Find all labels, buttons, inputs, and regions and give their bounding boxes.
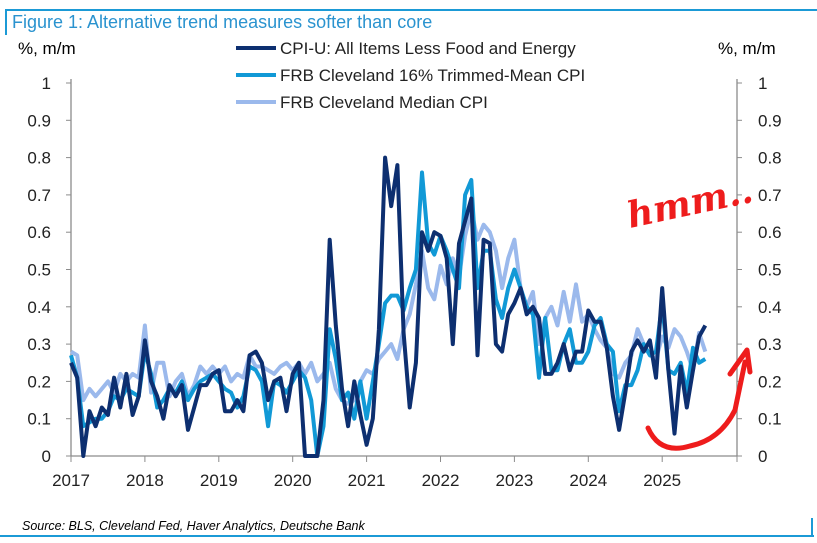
x-tick-label: 2020 (274, 471, 312, 490)
legend-label-1: CPI-U: All Items Less Food and Energy (280, 39, 576, 58)
left-y-tick-label: 0.8 (27, 149, 51, 168)
right-y-tick-label: 0.8 (758, 149, 782, 168)
x-tick-label: 2022 (422, 471, 460, 490)
right-y-tick-label: 0.3 (758, 335, 782, 354)
x-tick-label: 2019 (200, 471, 238, 490)
right-y-tick-label: 0.9 (758, 111, 782, 130)
right-y-tick-label: 0.6 (758, 223, 782, 242)
left-y-tick-label: 0.2 (27, 372, 51, 391)
left-y-tick-label: 0.4 (27, 298, 51, 317)
x-tick-label: 2025 (643, 471, 681, 490)
right-y-tick-label: 1 (758, 74, 767, 93)
frame-right-rule (811, 518, 813, 537)
left-y-tick-label: 0.5 (27, 261, 51, 280)
series-line-3 (69, 207, 708, 406)
x-tick-label: 2021 (348, 471, 386, 490)
right-y-tick-label: 0.7 (758, 186, 782, 205)
x-tick-label: 2024 (569, 471, 607, 490)
right-y-tick-label: 0.5 (758, 261, 782, 280)
right-y-tick-label: 0.4 (758, 298, 782, 317)
left-axis-label: %, m/m (18, 39, 76, 58)
source-note: Source: BLS, Cleveland Fed, Haver Analyt… (22, 519, 365, 533)
left-y-tick-label: 0.3 (27, 335, 51, 354)
legend-label-3: FRB Cleveland Median CPI (280, 93, 488, 112)
left-y-tick-label: 0.7 (27, 186, 51, 205)
left-y-tick-label: 0 (42, 447, 51, 466)
frame-bottom-rule (0, 535, 814, 537)
right-y-tick-label: 0.1 (758, 410, 782, 429)
x-tick-label: 2017 (52, 471, 90, 490)
legend-label-2: FRB Cleveland 16% Trimmed-Mean CPI (280, 66, 585, 85)
x-tick-label: 2018 (126, 471, 164, 490)
frame-top-rule (5, 9, 817, 11)
right-y-tick-label: 0 (758, 447, 767, 466)
x-tick-label: 2023 (495, 471, 533, 490)
left-y-tick-label: 0.6 (27, 223, 51, 242)
right-axis-label: %, m/m (718, 39, 776, 58)
right-y-tick-label: 0.2 (758, 372, 782, 391)
legend: CPI-U: All Items Less Food and Energy FRB… (236, 39, 585, 112)
figure-title: Figure 1: Alternative trend measures sof… (12, 12, 433, 32)
annotation-arrow (645, 347, 753, 451)
left-y-tick-label: 0.1 (27, 410, 51, 429)
left-y-tick-label: 0.9 (27, 111, 51, 130)
frame-left-rule (5, 9, 7, 35)
left-y-tick-label: 1 (42, 74, 51, 93)
series-line-1 (69, 155, 708, 458)
series-lines (69, 155, 708, 458)
axes: 0 0 0.1 0.1 0.2 0.2 0.3 0.3 0.4 0.4 0.5 0.5 0.6 0.6 0.… (27, 74, 781, 490)
